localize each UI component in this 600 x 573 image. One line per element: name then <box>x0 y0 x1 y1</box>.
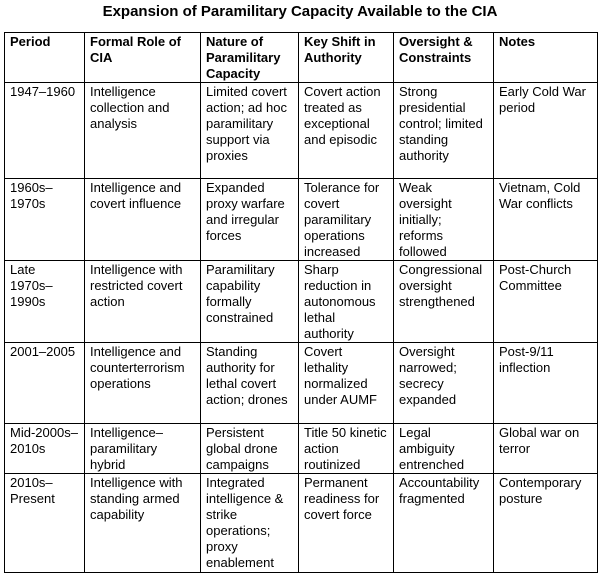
table-cell: Tolerance for covert paramilitary operat… <box>298 178 394 261</box>
table-cell: Intelligence and covert influence <box>84 178 201 261</box>
table-cell: Oversight narrowed; secrecy expanded <box>393 342 494 424</box>
table-row: Mid-2000s–2010s Intelligence–paramilitary… <box>4 423 598 474</box>
table-cell: Legal ambiguity entrenched <box>393 423 494 474</box>
table-cell: Strong presidential control; limited sta… <box>393 82 494 179</box>
table-cell: Title 50 kinetic action routinized <box>298 423 394 474</box>
table-cell: Weak oversight initially; reforms follow… <box>393 178 494 261</box>
table-cell: Intelligence and counterterrorism operat… <box>84 342 201 424</box>
header-row: Period Formal Role of CIA Nature of Parami… <box>4 32 598 83</box>
table-body: 1947–1960 Intelligence collection and ana… <box>4 82 598 573</box>
table-cell: Limited covert action; ad hoc paramilita… <box>200 82 299 179</box>
table-cell: Early Cold War period <box>493 82 598 179</box>
table-cell: Paramilitary capability formally constra… <box>200 260 299 343</box>
table-cell: Covert lethality normalized under AUMF <box>298 342 394 424</box>
header-cell: Oversight & Constraints <box>393 32 494 83</box>
header-cell: Notes <box>493 32 598 83</box>
table-cell: Covert action treated as exceptional and… <box>298 82 394 179</box>
table-cell: 2001–2005 <box>4 342 85 424</box>
header-cell: Formal Role of CIA <box>84 32 201 83</box>
table-cell: Post-Church Committee <box>493 260 598 343</box>
table-row: 1960s–1970s Intelligence and covert influ… <box>4 178 598 261</box>
table-cell: 1960s–1970s <box>4 178 85 261</box>
table-cell: Accountability fragmented <box>393 473 494 573</box>
table-cell: Integrated intelligence & strike operati… <box>200 473 299 573</box>
table-cell: Intelligence–paramilitary hybrid <box>84 423 201 474</box>
header-cell: Period <box>4 32 85 83</box>
table-row: Late 1970s–1990s Intelligence with restri… <box>4 260 598 343</box>
table-row: 2001–2005 Intelligence and counterterrori… <box>4 342 598 424</box>
table: Period Formal Role of CIA Nature of Parami… <box>4 32 598 573</box>
header-cell: Key Shift in Authority <box>298 32 394 83</box>
table-cell: Permanent readiness for covert force <box>298 473 394 573</box>
table-cell: Post-9/11 inflection <box>493 342 598 424</box>
table-cell: Intelligence with standing armed capabil… <box>84 473 201 573</box>
table-cell: Global war on terror <box>493 423 598 474</box>
table-cell: Intelligence with restricted covert acti… <box>84 260 201 343</box>
table-row: 1947–1960 Intelligence collection and ana… <box>4 82 598 179</box>
title: Expansion of Paramilitary Capacity Avail… <box>102 3 498 20</box>
table-cell: Expanded proxy warfare and irregular for… <box>200 178 299 261</box>
table-cell: Persistent global drone campaigns <box>200 423 299 474</box>
table-cell: Intelligence collection and analysis <box>84 82 201 179</box>
table-cell: Sharp reduction in autonomous lethal aut… <box>298 260 394 343</box>
table-cell: Late 1970s–1990s <box>4 260 85 343</box>
table-row: 2010s–Present Intelligence with standing … <box>4 473 598 573</box>
table-cell: 2010s–Present <box>4 473 85 573</box>
table-cell: Mid-2000s–2010s <box>4 423 85 474</box>
table-cell: Standing authority for lethal covert act… <box>200 342 299 424</box>
table-cell: Congressional oversight strengthened <box>393 260 494 343</box>
table-cell: 1947–1960 <box>4 82 85 179</box>
header-cell: Nature of Paramilitary Capacity <box>200 32 299 83</box>
table-cell: Vietnam, Cold War conflicts <box>493 178 598 261</box>
table-cell: Contemporary posture <box>493 473 598 573</box>
